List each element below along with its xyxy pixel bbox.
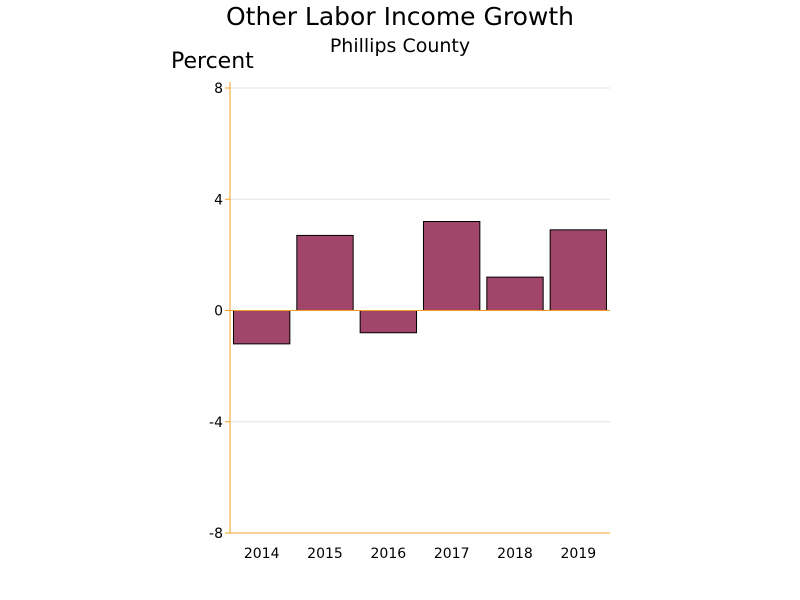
x-tick-label: 2015 xyxy=(307,546,343,562)
chart-title: Other Labor Income Growth xyxy=(226,2,574,31)
x-tick-label: 2019 xyxy=(561,546,597,562)
y-tick-label: -4 xyxy=(209,415,223,431)
y-tick-label: 0 xyxy=(214,304,223,320)
y-tick-label: -8 xyxy=(209,526,223,542)
axes xyxy=(225,82,610,534)
x-tick-label: 2017 xyxy=(434,546,470,562)
bar xyxy=(359,310,418,334)
bar xyxy=(422,221,481,311)
bar xyxy=(296,234,354,311)
bars xyxy=(232,221,608,345)
y-axis-label: Percent xyxy=(171,49,254,74)
bar xyxy=(549,229,608,311)
bar xyxy=(232,310,291,345)
tick-labels: 8 4 0 -4 -8 2014 2015 2016 2017 2018 2019 xyxy=(209,81,596,562)
x-tick-label: 2014 xyxy=(244,546,280,562)
chart-subtitle: Phillips County xyxy=(330,35,470,57)
x-tick-label: 2016 xyxy=(371,546,407,562)
y-tick-label: 8 xyxy=(214,81,223,97)
bar xyxy=(486,276,544,311)
x-tick-label: 2018 xyxy=(497,546,533,562)
y-tick-label: 4 xyxy=(214,192,223,208)
